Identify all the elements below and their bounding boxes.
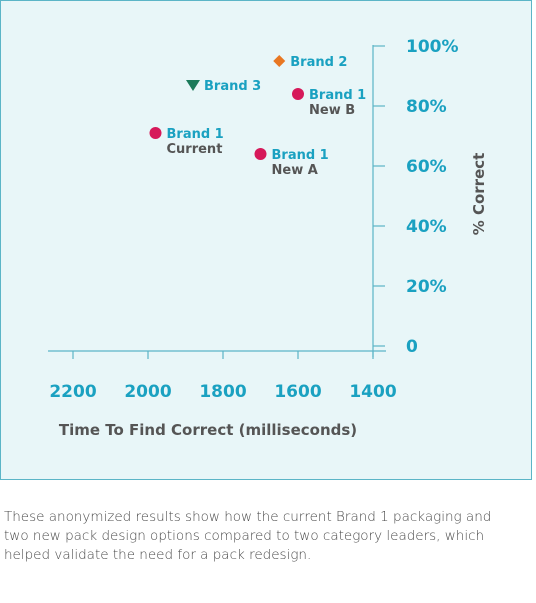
x-tick-label: 1600 (274, 382, 321, 402)
data-point (273, 55, 286, 67)
data-label: Brand 1 (272, 148, 329, 163)
data-point (186, 80, 200, 91)
scatter-chart: 2200 2000 1800 1600 1400 0 20% 40% 60% 80% 100% Tim… (48, 37, 488, 439)
data-point (292, 88, 304, 100)
x-tick-label: 2000 (124, 382, 171, 402)
data-label: Brand 3 (204, 79, 261, 94)
data-label: Brand 1 (309, 88, 366, 103)
chart-caption: These anonymized results show how the cu… (4, 509, 492, 563)
x-tick-label: 1400 (349, 382, 396, 402)
y-tick-label: 60% (406, 157, 447, 177)
data-sublabel: New B (309, 103, 355, 118)
data-label: Brand 2 (290, 55, 347, 70)
data-point (254, 148, 267, 160)
y-tick-label: 40% (406, 217, 447, 237)
data-sublabel: Current (167, 142, 223, 157)
y-tick-label: 80% (406, 97, 447, 117)
x-tick-label: 1800 (199, 382, 246, 402)
y-tick-label: 20% (406, 277, 447, 297)
data-point (149, 127, 162, 139)
x-axis-title: Time To Find Correct (milliseconds) (59, 421, 357, 439)
data-label: Brand 1 (167, 127, 224, 142)
x-tick-label: 2200 (49, 382, 96, 402)
y-tick-label: 0 (406, 337, 418, 357)
chart-panel: 2200 2000 1800 1600 1400 0 20% 40% 60% 80% 100% Tim… (0, 0, 532, 480)
y-axis-title: % Correct (470, 153, 488, 236)
data-sublabel: New A (272, 163, 318, 178)
y-tick-label: 100% (406, 37, 459, 57)
